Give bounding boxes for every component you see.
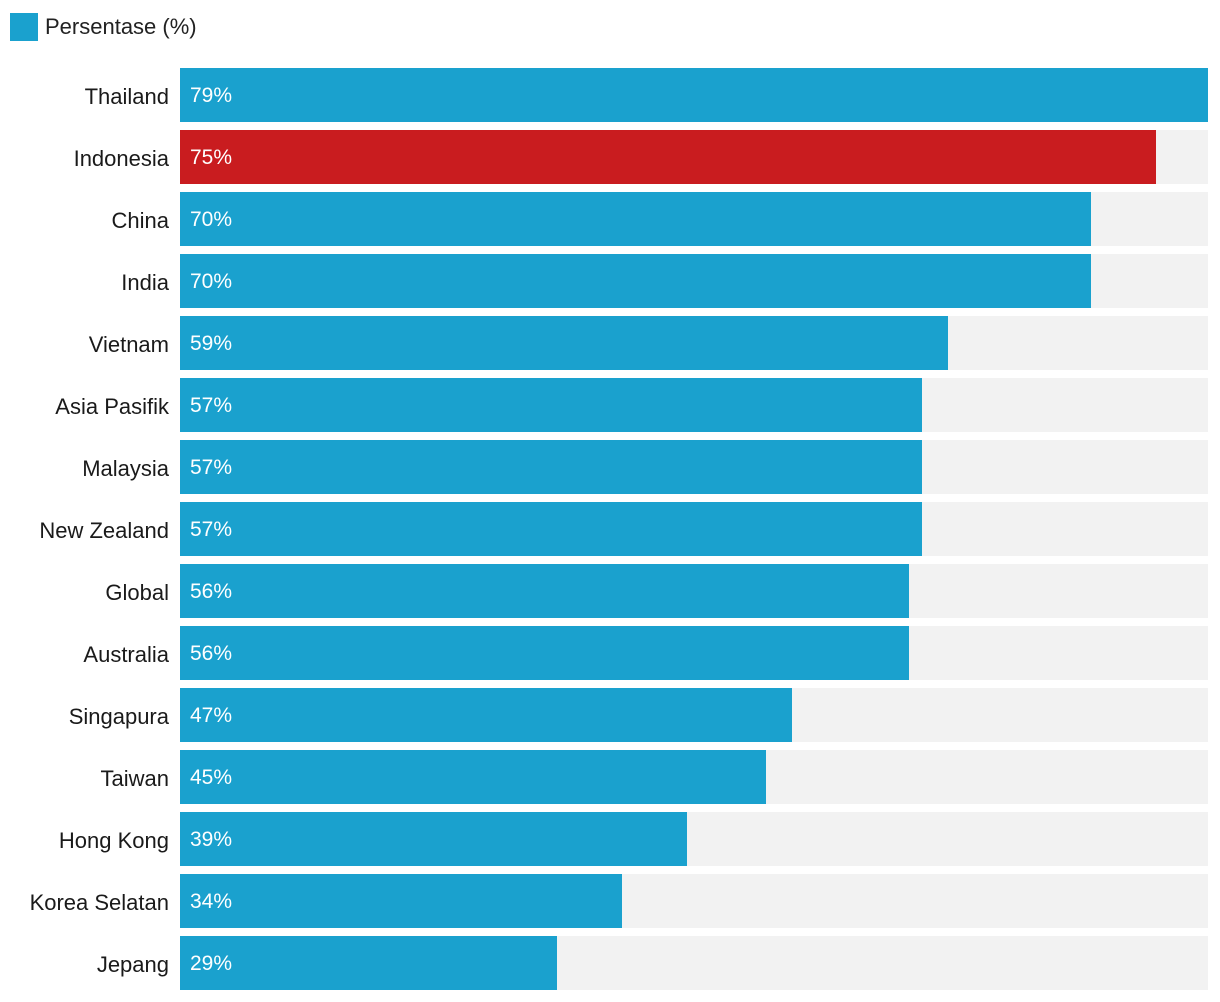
bar-vietnam	[180, 316, 948, 370]
bar-row-singapura: Singapura 47%	[69, 688, 1208, 742]
category-label: Vietnam	[89, 332, 169, 357]
bar-china	[180, 192, 1091, 246]
bar-australia	[180, 626, 909, 680]
bar-row-jepang: Jepang 29%	[97, 936, 1208, 990]
legend-swatch	[10, 13, 38, 41]
category-label: India	[121, 270, 169, 295]
bar-row-india: India 70%	[121, 254, 1208, 308]
bar-taiwan	[180, 750, 766, 804]
value-label: 70%	[190, 208, 232, 231]
value-label: 70%	[190, 270, 232, 293]
value-label: 59%	[190, 332, 232, 355]
bar-row-global: Global 56%	[105, 564, 1208, 618]
bar-row-indonesia: Indonesia 75%	[74, 130, 1208, 184]
bar-new-zealand	[180, 502, 922, 556]
bar-india	[180, 254, 1091, 308]
bar-jepang	[180, 936, 557, 990]
bar-row-hong-kong: Hong Kong 39%	[59, 812, 1208, 866]
bar-hong-kong	[180, 812, 687, 866]
value-label: 79%	[190, 84, 232, 107]
legend-label: Persentase (%)	[45, 14, 197, 39]
category-label: Thailand	[85, 84, 169, 109]
value-label: 56%	[190, 642, 232, 665]
bar-row-thailand: Thailand 79%	[85, 68, 1208, 122]
bar-indonesia	[180, 130, 1156, 184]
value-label: 75%	[190, 146, 232, 169]
value-label: 39%	[190, 828, 232, 851]
value-label: 29%	[190, 952, 232, 975]
category-label: Indonesia	[74, 146, 170, 171]
category-label: China	[112, 208, 170, 233]
value-label: 34%	[190, 890, 232, 913]
category-label: Asia Pasifik	[55, 394, 170, 419]
bar-singapura	[180, 688, 792, 742]
bar-korea-selatan	[180, 874, 622, 928]
bar-malaysia	[180, 440, 922, 494]
bar-row-china: China 70%	[112, 192, 1208, 246]
category-label: Taiwan	[101, 766, 169, 791]
value-label: 45%	[190, 766, 232, 789]
bar-row-malaysia: Malaysia 57%	[82, 440, 1208, 494]
value-label: 57%	[190, 518, 232, 541]
bar-row-australia: Australia 56%	[83, 626, 1208, 680]
bar-row-asia-pasifik: Asia Pasifik 57%	[55, 378, 1208, 432]
value-label: 47%	[190, 704, 232, 727]
bar-row-vietnam: Vietnam 59%	[89, 316, 1208, 370]
value-label: 56%	[190, 580, 232, 603]
chart-legend: Persentase (%)	[10, 12, 197, 42]
bar-asia-pasifik	[180, 378, 922, 432]
category-label: New Zealand	[39, 518, 169, 543]
bar-row-taiwan: Taiwan 45%	[101, 750, 1208, 804]
bar-global	[180, 564, 909, 618]
category-label: Singapura	[69, 704, 170, 729]
bar-row-new-zealand: New Zealand 57%	[39, 502, 1208, 556]
category-label: Malaysia	[82, 456, 170, 481]
category-label: Korea Selatan	[30, 890, 169, 915]
category-label: Australia	[83, 642, 169, 667]
category-label: Hong Kong	[59, 828, 169, 853]
bar-thailand	[180, 68, 1208, 122]
category-label: Global	[105, 580, 169, 605]
value-label: 57%	[190, 456, 232, 479]
category-label: Jepang	[97, 952, 169, 977]
value-label: 57%	[190, 394, 232, 417]
bar-row-korea-selatan: Korea Selatan 34%	[30, 874, 1208, 928]
